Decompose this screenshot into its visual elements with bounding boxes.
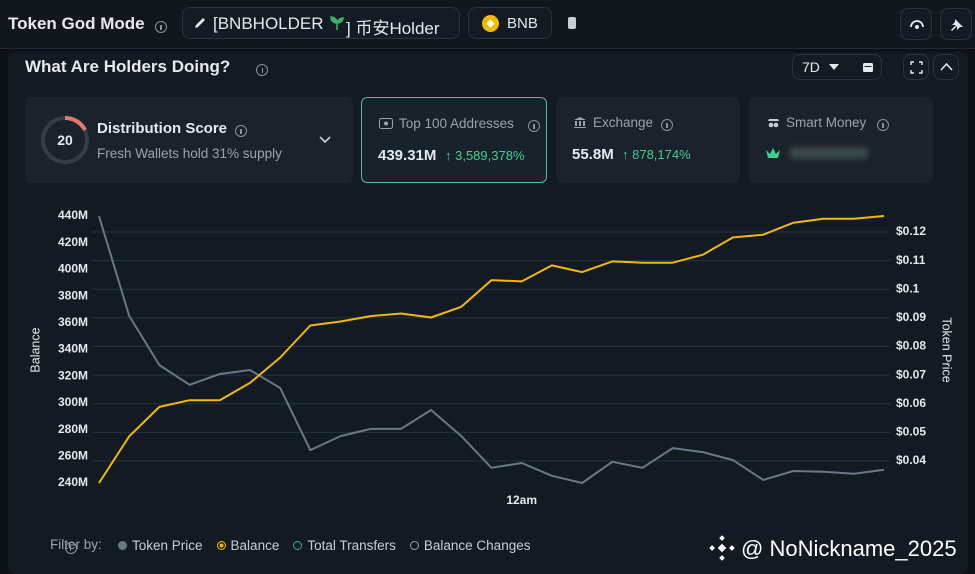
y2-tick-label: $0.04 xyxy=(896,453,926,467)
y-tick-label: 440M xyxy=(58,208,88,222)
legend-label: Balance xyxy=(230,537,280,553)
filter-label: Filter by: xyxy=(50,537,102,552)
distribution-card[interactable]: 20 Distribution Score Fresh Wallets hold… xyxy=(25,97,353,183)
legend-label: Balance Changes xyxy=(423,537,531,553)
card-change: ↑ 878,174% xyxy=(622,147,691,162)
watch-button[interactable] xyxy=(900,8,932,40)
y-axis-label: Balance xyxy=(28,327,42,372)
copy-icon[interactable] xyxy=(566,16,578,31)
legend-swatch xyxy=(409,540,419,550)
legend-swatch xyxy=(118,540,127,550)
legend-swatch xyxy=(216,540,226,550)
token-name-suffix: ] 币安Holder xyxy=(346,19,440,38)
y2-tick-label: $0.05 xyxy=(896,425,926,439)
smart-money-card[interactable]: Smart Money xyxy=(749,97,933,183)
panel-title: What Are Holders Doing? xyxy=(25,57,231,76)
y-tick-label: 340M xyxy=(58,342,88,356)
pin-button[interactable] xyxy=(940,8,972,40)
legend-item[interactable]: Total Transfers xyxy=(293,537,396,553)
card-title: Exchange xyxy=(593,115,654,130)
legend-item[interactable]: Balance Changes xyxy=(409,537,531,553)
y2-tick-label: $0.1 xyxy=(896,281,920,295)
timeframe-value: 7D xyxy=(802,59,820,75)
y2-tick-label: $0.08 xyxy=(896,339,926,353)
caret-icon xyxy=(829,64,839,70)
info-icon[interactable] xyxy=(877,118,889,131)
watermark: @ NoNickname_2025 xyxy=(741,536,957,561)
chevron-down-icon xyxy=(319,136,331,144)
legend-label: Token Price xyxy=(132,537,203,553)
y2-tick-label: $0.06 xyxy=(896,396,926,410)
legend-label: Total Transfers xyxy=(307,537,396,553)
edit-icon xyxy=(195,18,205,28)
top100-card[interactable]: Top 100 Addresses 439.31M ↑ 3,589,378% xyxy=(361,97,547,183)
chain-name: BNB xyxy=(507,15,538,32)
card-value: 439.31M xyxy=(378,147,437,164)
chain-selector[interactable]: BNB xyxy=(468,7,552,39)
y2-tick-label: $0.07 xyxy=(896,367,926,381)
y2-tick-label: $0.09 xyxy=(896,310,926,324)
legend: Token Price Balance Total Transfers Balance… xyxy=(118,537,530,553)
card-title: Top 100 Addresses xyxy=(399,116,514,131)
legend-item[interactable]: Balance xyxy=(216,537,280,553)
card-change: ↑ 3,589,378% xyxy=(445,148,525,163)
token-name-prefix: [BNBHOLDER xyxy=(213,14,324,33)
score-ring xyxy=(41,115,89,164)
legend-item[interactable]: Token Price xyxy=(118,537,203,553)
spy-icon xyxy=(768,119,779,128)
y-tick-label: 420M xyxy=(58,235,88,249)
info-icon[interactable] xyxy=(155,20,167,33)
y2-tick-label: $0.11 xyxy=(896,253,926,267)
info-icon[interactable] xyxy=(235,124,247,137)
pin-icon xyxy=(951,19,963,31)
sprout-icon xyxy=(330,16,344,30)
card-title: Smart Money xyxy=(786,115,867,130)
y-tick-label: 300M xyxy=(58,395,88,409)
y-tick-label: 360M xyxy=(58,315,88,329)
exchange-card[interactable]: Exchange 55.8M ↑ 878,174% xyxy=(556,97,740,183)
info-icon[interactable] xyxy=(256,63,269,76)
legend-swatch xyxy=(293,540,303,550)
timeframe-selector[interactable]: 7D xyxy=(792,54,882,80)
eye-icon xyxy=(910,20,924,29)
y-tick-label: 380M xyxy=(58,288,88,302)
app-title: Token God Mode xyxy=(8,14,145,33)
bnb-logo xyxy=(482,15,499,32)
score-value: 20 xyxy=(57,132,73,148)
bank-icon xyxy=(574,117,586,128)
crown-icon xyxy=(766,148,780,158)
calendar-icon xyxy=(863,63,873,72)
token-selector[interactable]: [BNBHOLDER ] 币安Holder xyxy=(182,7,460,39)
wallet-icon xyxy=(379,118,393,129)
card-subtitle: Fresh Wallets hold 31% supply xyxy=(97,146,282,161)
y2-axis-label: Token Price xyxy=(940,317,954,382)
binance-logo xyxy=(709,535,735,561)
y-tick-label: 240M xyxy=(58,475,88,489)
info-icon[interactable] xyxy=(64,541,77,554)
expand-button[interactable] xyxy=(903,54,929,80)
y-tick-label: 400M xyxy=(58,262,88,276)
blurred-value xyxy=(789,147,869,159)
info-icon[interactable] xyxy=(528,119,540,132)
card-title: Distribution Score xyxy=(97,120,228,137)
chevron-up-icon xyxy=(940,62,953,71)
series-line xyxy=(98,215,885,484)
expand-icon xyxy=(910,61,923,74)
y2-tick-label: $0.12 xyxy=(896,224,926,238)
y-tick-label: 280M xyxy=(58,422,88,436)
card-value: 55.8M xyxy=(572,146,614,163)
y-tick-label: 260M xyxy=(58,448,88,462)
series-line xyxy=(98,215,885,484)
info-icon[interactable] xyxy=(661,118,673,131)
collapse-button[interactable] xyxy=(933,54,959,80)
x-tick-label: 12am xyxy=(506,493,537,507)
y-tick-label: 320M xyxy=(58,368,88,382)
